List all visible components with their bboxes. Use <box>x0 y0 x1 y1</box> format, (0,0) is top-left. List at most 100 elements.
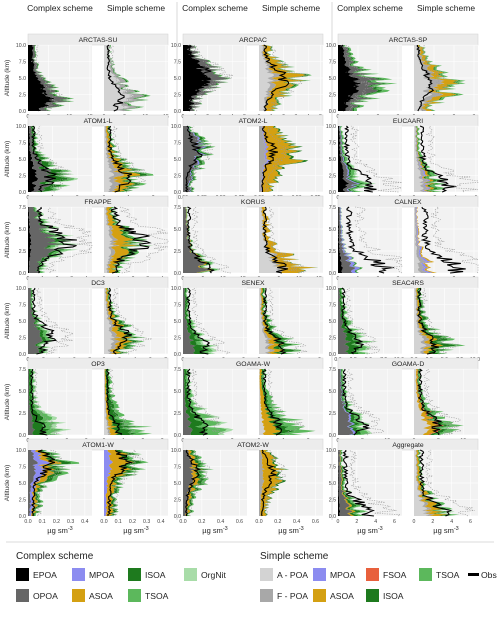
obs-line <box>185 125 203 193</box>
area-a-poa <box>104 288 115 354</box>
panel-strip <box>27 195 169 208</box>
area-asoa <box>415 288 444 354</box>
x-axis-unit-text: µg sm <box>357 526 378 535</box>
area-isoa <box>339 288 365 354</box>
y-tick-label: 2.5 <box>329 173 336 179</box>
obs-range-line <box>422 368 462 436</box>
y-tick-label: 5.0 <box>329 481 336 487</box>
y-tick-label: 10.0 <box>326 286 336 292</box>
legend-title-complex: Complex scheme <box>16 551 94 562</box>
column-header: Complex scheme <box>27 3 93 13</box>
x-tick-label: 0.3 <box>143 519 150 525</box>
y-tick-label: 5.0 <box>174 389 181 395</box>
obs-line <box>186 44 212 112</box>
legend-label: MPOA <box>330 570 356 580</box>
y-tick-label: 2.5 <box>174 411 181 417</box>
area-isoa <box>342 45 390 111</box>
area-opoa <box>340 45 384 111</box>
obs-range-line <box>111 449 145 517</box>
obs-range-line <box>119 206 169 274</box>
obs-range-line <box>420 287 460 355</box>
area-isoa <box>33 450 72 516</box>
area-isoa <box>187 126 213 192</box>
legend-swatch-tsoa <box>128 589 141 602</box>
area-opoa <box>28 450 38 516</box>
x-axis-unit: µg sm-3 <box>47 526 72 535</box>
y-tick-label: 5.0 <box>19 481 26 487</box>
area-asoa <box>105 450 135 516</box>
area-f-poa <box>106 45 146 111</box>
x-tick-label: 0.4 <box>81 519 88 525</box>
obs-line <box>30 44 48 112</box>
campaign-title: GOAMA-W <box>236 361 271 368</box>
area-opoa <box>187 45 228 111</box>
panel-strip <box>182 438 324 451</box>
y-tick-label: 7.5 <box>174 205 181 211</box>
y-tick-label: 0.0 <box>329 109 336 115</box>
y-tick-label: 10.0 <box>16 124 26 130</box>
campaign-title: GOAMA-D <box>392 361 425 368</box>
obs-line <box>107 125 133 193</box>
x-axis-unit-text: µg sm <box>123 526 144 535</box>
area-asoa <box>105 126 141 192</box>
area-a-poa <box>259 369 266 435</box>
panel-strip <box>27 33 169 46</box>
obs-range-line <box>268 44 310 112</box>
obs-line <box>416 287 440 355</box>
area-tsoa <box>343 45 398 111</box>
y-tick-label: 0.0 <box>174 271 181 277</box>
campaign-title: FRAPPE <box>84 199 112 206</box>
obs-line <box>262 368 283 436</box>
x-unit-labels: µg sm-3 µg sm-3 µg sm-3 µg sm-3 µg sm-3 µg sm… <box>47 526 458 535</box>
y-tick-label: 0.0 <box>329 271 336 277</box>
obs-line <box>31 287 57 355</box>
obs-range-line <box>109 44 137 112</box>
obs-line <box>418 449 453 517</box>
area-isoa <box>186 450 210 516</box>
x-tick-label: 2 <box>431 519 434 525</box>
x-tick-label: 0.6 <box>236 519 243 525</box>
area-opoa <box>338 207 356 273</box>
obs-line <box>342 450 375 517</box>
obs-line <box>260 449 277 517</box>
legend-swatch-tsoa <box>419 568 432 581</box>
area-asoa <box>259 369 283 435</box>
campaign-title: CALNEX <box>394 199 422 206</box>
area-opoa <box>30 45 69 111</box>
x-tick-label: 0.4 <box>157 519 164 525</box>
obs-line <box>345 206 394 274</box>
campaign-title: Aggregate <box>392 442 424 449</box>
area-tsoa <box>264 45 312 111</box>
y-tick-label: 2.5 <box>19 411 26 417</box>
x-tick-label: 4 <box>374 519 377 525</box>
area-isoa <box>340 369 362 435</box>
x-tick-label: 2 <box>355 519 358 525</box>
area-f-poa <box>414 126 429 192</box>
x-tick-label: 0.3 <box>67 519 74 525</box>
area-orgnit <box>31 369 72 435</box>
legend-swatch-mpoa <box>72 568 85 581</box>
obs-range-line <box>33 44 63 112</box>
y-tick-label: 0.0 <box>329 190 336 196</box>
obs-range-line <box>191 206 231 274</box>
campaign-panel: ATOM2-L0.000.250.500.750.02.55.07.510.00… <box>171 114 324 201</box>
column-header: Simple scheme <box>262 3 320 13</box>
area-f-poa <box>104 369 112 435</box>
obs-line <box>29 368 48 436</box>
area-opoa <box>338 288 352 354</box>
obs-line <box>110 206 152 274</box>
y-tick-label: 0.0 <box>19 271 26 277</box>
y-tick-label: 5.0 <box>329 157 336 163</box>
x-axis-unit: µg sm-3 <box>123 526 148 535</box>
x-tick-label: 0.2 <box>274 519 281 525</box>
x-tick-label: 0.1 <box>115 519 122 525</box>
x-tick-label: 0.2 <box>198 519 205 525</box>
obs-line <box>185 449 202 517</box>
panel-strip <box>27 114 169 127</box>
x-tick-label: 0.0 <box>255 519 262 525</box>
area-asoa <box>415 126 436 192</box>
x-axis-unit-text: µg sm <box>47 526 68 535</box>
y-tick-label: 2.5 <box>329 249 336 255</box>
y-tick-label: 2.5 <box>329 411 336 417</box>
y-tick-label: 5.0 <box>174 227 181 233</box>
